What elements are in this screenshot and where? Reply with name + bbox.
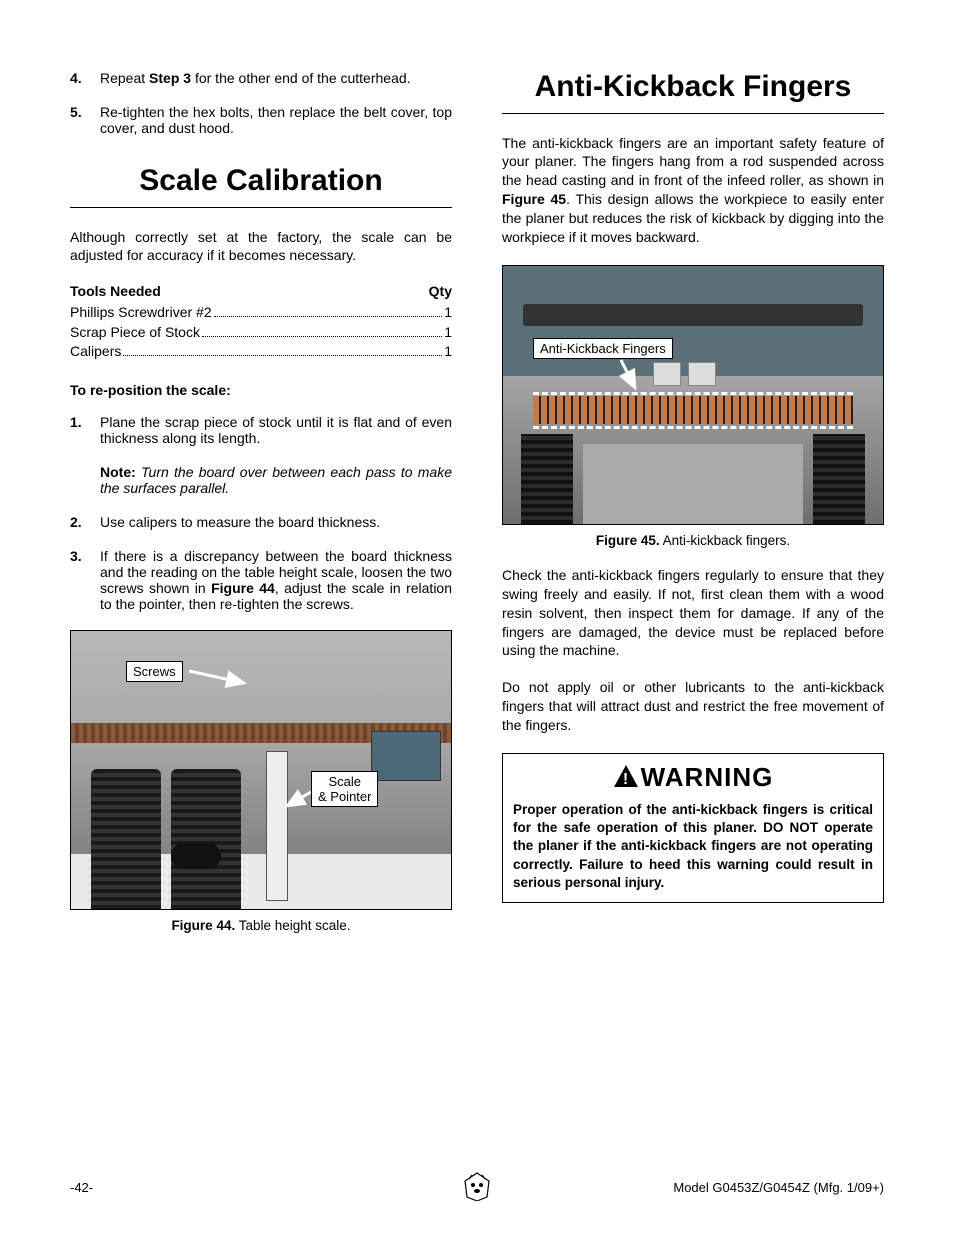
tool-name: Phillips Screwdriver #2 — [70, 303, 212, 323]
warning-title-text: WARNING — [641, 762, 774, 792]
page-footer: -42- Model G0453Z/G0454Z (Mfg. 1/09+) — [70, 1180, 884, 1195]
list-item: 2. Use calipers to measure the board thi… — [70, 514, 452, 530]
caption-text: Anti-kickback fingers. — [660, 533, 791, 548]
figure-44: Screws Scale & Pointer — [70, 630, 452, 910]
step-number: 1. — [70, 414, 100, 496]
step-text: Plane the scrap piece of stock until it … — [100, 414, 452, 496]
page-number: -42- — [70, 1180, 93, 1195]
section-title-anti-kickback: Anti-Kickback Fingers — [502, 70, 884, 105]
warning-triangle-icon: ! — [613, 764, 639, 795]
tools-list: Phillips Screwdriver #2 1 Scrap Piece of… — [70, 303, 452, 362]
tool-name: Scrap Piece of Stock — [70, 323, 200, 343]
paragraph: Do not apply oil or other lubricants to … — [502, 678, 884, 735]
top-step-list: 4. Repeat Step 3 for the other end of th… — [70, 70, 452, 136]
divider — [502, 113, 884, 114]
table-row: Scrap Piece of Stock 1 — [70, 323, 452, 343]
divider — [70, 207, 452, 208]
step-text: If there is a discrepancy between the bo… — [100, 548, 452, 612]
paragraph: Check the anti-kickback fingers regularl… — [502, 566, 884, 660]
figure-45-caption: Figure 45. Anti-kickback fingers. — [502, 533, 884, 548]
caption-bold: Figure 44. — [171, 918, 235, 933]
figure-45: Anti-Kickback Fingers — [502, 265, 884, 525]
arrow-icon — [613, 358, 643, 394]
step-text: Repeat Step 3 for the other end of the c… — [100, 70, 452, 86]
step-main: Plane the scrap piece of stock until it … — [100, 414, 452, 446]
step-text: Re-tighten the hex bolts, then replace t… — [100, 104, 452, 136]
table-row: Phillips Screwdriver #2 1 — [70, 303, 452, 323]
tools-header: Tools Needed Qty — [70, 283, 452, 299]
intro-paragraph: Although correctly set at the factory, t… — [70, 228, 452, 266]
figure-label-akb-fingers: Anti-Kickback Fingers — [533, 338, 673, 359]
paragraph: The anti-kickback fingers are an importa… — [502, 134, 884, 247]
tool-qty: 1 — [444, 323, 452, 343]
arrow-icon — [189, 665, 259, 695]
section-title-scale-calibration: Scale Calibration — [70, 164, 452, 199]
tool-qty: 1 — [444, 303, 452, 323]
leader-dots — [202, 336, 442, 337]
list-item: 3. If there is a discrepancy between the… — [70, 548, 452, 612]
model-info: Model G0453Z/G0454Z (Mfg. 1/09+) — [673, 1180, 884, 1195]
footer-logo-icon — [463, 1171, 491, 1204]
tools-header-left: Tools Needed — [70, 283, 161, 299]
leader-dots — [214, 316, 443, 317]
tool-name: Calipers — [70, 342, 121, 362]
tools-header-right: Qty — [429, 283, 452, 299]
procedure-subhead: To re-position the scale: — [70, 382, 452, 398]
procedure-step-list: 1. Plane the scrap piece of stock until … — [70, 414, 452, 612]
svg-text:!: ! — [622, 771, 628, 788]
list-item: 1. Plane the scrap piece of stock until … — [70, 414, 452, 496]
page-columns: 4. Repeat Step 3 for the other end of th… — [70, 70, 884, 933]
caption-bold: Figure 45. — [596, 533, 660, 548]
warning-title: ! WARNING — [513, 762, 873, 795]
step-number: 5. — [70, 104, 100, 136]
right-column: Anti-Kickback Fingers The anti-kickback … — [502, 70, 884, 933]
tool-qty: 1 — [444, 342, 452, 362]
step-number: 4. — [70, 70, 100, 86]
leader-dots — [123, 355, 442, 356]
caption-text: Table height scale. — [235, 918, 350, 933]
warning-text: Proper operation of the anti-kickback fi… — [513, 801, 873, 892]
list-item: 5. Re-tighten the hex bolts, then replac… — [70, 104, 452, 136]
table-row: Calipers 1 — [70, 342, 452, 362]
left-column: 4. Repeat Step 3 for the other end of th… — [70, 70, 452, 933]
warning-box: ! WARNING Proper operation of the anti-k… — [502, 753, 884, 903]
arrow-icon — [283, 786, 313, 816]
figure-label-scale-pointer: Scale & Pointer — [311, 771, 378, 807]
step-text: Use calipers to measure the board thickn… — [100, 514, 452, 530]
step-note: Note: Turn the board over between each p… — [100, 464, 452, 496]
list-item: 4. Repeat Step 3 for the other end of th… — [70, 70, 452, 86]
step-number: 3. — [70, 548, 100, 612]
figure-label-screws: Screws — [126, 661, 183, 682]
figure-44-caption: Figure 44. Table height scale. — [70, 918, 452, 933]
step-number: 2. — [70, 514, 100, 530]
